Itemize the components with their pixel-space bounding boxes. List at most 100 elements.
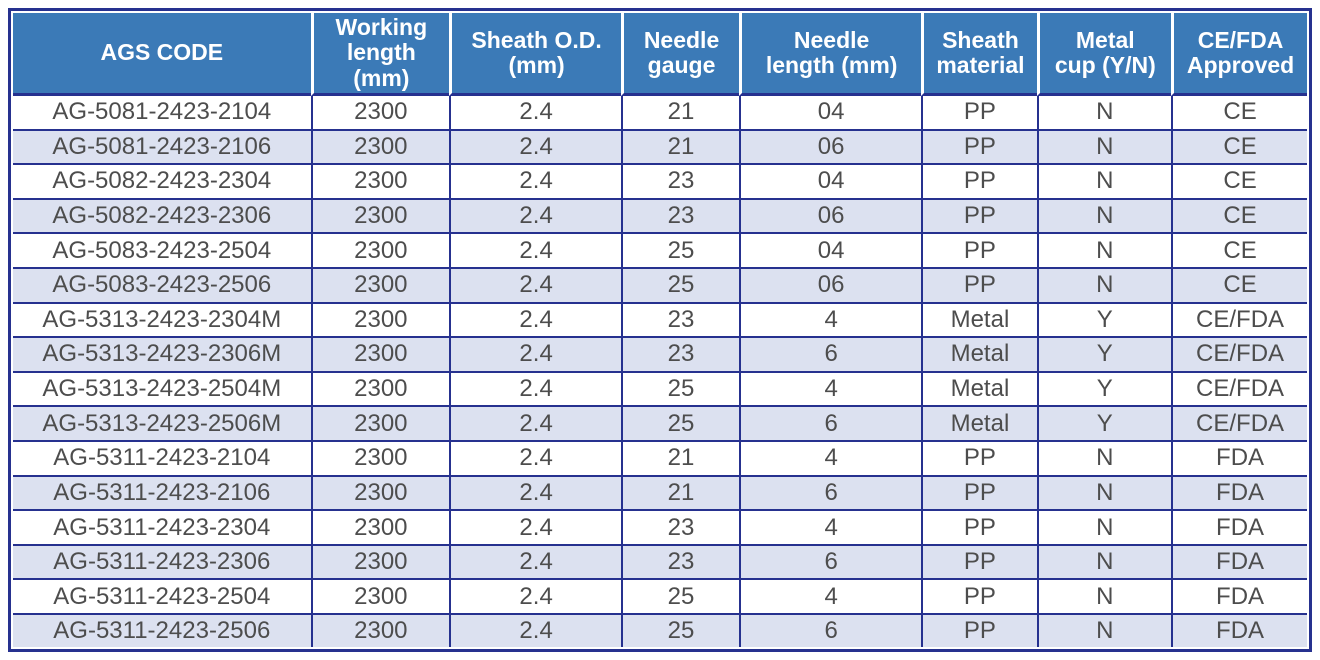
table-cell: 25 (621, 372, 739, 408)
table-cell: AG-5311-2423-2306 (13, 545, 311, 581)
table-cell: 25 (621, 580, 739, 616)
table-cell: 2300 (310, 407, 450, 442)
table-cell: Y (1036, 303, 1172, 339)
table-body: AG-5081-2423-2104 2300 2.4 21 04 PP N CE AG-5081… (13, 95, 1307, 647)
table-cell: Metal (921, 338, 1037, 373)
table-cell: 2.4 (449, 580, 622, 616)
table-cell: PP (921, 268, 1037, 304)
table-row: AG-5311-2423-2106 2300 2.4 21 6 PP N FDA (13, 476, 1307, 512)
table-cell: 2.4 (449, 130, 622, 166)
table-cell: CE/FDA (1171, 338, 1307, 373)
table-row: AG-5082-2423-2304 2300 2.4 23 04 PP N CE (13, 165, 1307, 200)
table-cell: 2300 (310, 268, 450, 304)
table-cell: AG-5313-2423-2304M (13, 303, 311, 339)
table-cell: FDA (1171, 441, 1307, 477)
table-cell: 2.4 (449, 441, 622, 477)
table-cell: CE (1171, 234, 1307, 269)
table-cell: 04 (738, 234, 922, 269)
table-cell: 2300 (310, 234, 450, 269)
table-cell: 25 (621, 268, 739, 304)
table-cell: N (1036, 268, 1172, 304)
table-cell: 4 (738, 580, 922, 616)
table-cell: 25 (621, 234, 739, 269)
table-cell: 2.4 (449, 303, 622, 339)
column-header-needle-gauge: Needle gauge (621, 13, 739, 96)
table-cell: 2300 (310, 303, 450, 339)
table-cell: 21 (621, 95, 739, 131)
table-row: AG-5081-2423-2104 2300 2.4 21 04 PP N CE (13, 95, 1307, 131)
column-header-working-length: Working length (mm) (310, 13, 450, 96)
table-cell: PP (921, 234, 1037, 269)
table-cell: 2300 (310, 615, 450, 647)
table-cell: AG-5083-2423-2504 (13, 234, 311, 269)
table-cell: CE (1171, 95, 1307, 131)
column-header-sheath-material: Sheath material (921, 13, 1037, 96)
table-cell: 04 (738, 165, 922, 200)
table-cell: 2300 (310, 441, 450, 477)
table-cell: N (1036, 130, 1172, 166)
table-cell: PP (921, 441, 1037, 477)
table-cell: PP (921, 580, 1037, 616)
table-cell: AG-5082-2423-2306 (13, 199, 311, 235)
table-cell: N (1036, 165, 1172, 200)
table-cell: Y (1036, 372, 1172, 408)
table-cell: PP (921, 165, 1037, 200)
table-cell: PP (921, 615, 1037, 647)
table-row: AG-5083-2423-2504 2300 2.4 25 04 PP N CE (13, 234, 1307, 269)
table-cell: 6 (738, 338, 922, 373)
table-cell: 2.4 (449, 199, 622, 235)
table-cell: 06 (738, 268, 922, 304)
table-cell: 2300 (310, 338, 450, 373)
table-cell: Metal (921, 303, 1037, 339)
table-cell: Y (1036, 407, 1172, 442)
table-cell: 4 (738, 511, 922, 546)
table-cell: 6 (738, 545, 922, 581)
table-cell: 23 (621, 545, 739, 581)
table-cell: AG-5083-2423-2506 (13, 268, 311, 304)
table-cell: N (1036, 476, 1172, 512)
table-cell: 2.4 (449, 545, 622, 581)
product-spec-table: AGS CODE Working length (mm) Sheath O.D.… (13, 13, 1307, 647)
table-cell: 2.4 (449, 234, 622, 269)
table-cell: PP (921, 545, 1037, 581)
table-cell: AG-5311-2423-2304 (13, 511, 311, 546)
table-cell: CE/FDA (1171, 303, 1307, 339)
table-cell: 2.4 (449, 268, 622, 304)
table-cell: 23 (621, 165, 739, 200)
table-cell: 23 (621, 338, 739, 373)
column-header-needle-length: Needle length (mm) (738, 13, 922, 96)
table-cell: 21 (621, 441, 739, 477)
table-cell: FDA (1171, 580, 1307, 616)
table-cell: 2300 (310, 511, 450, 546)
table-cell: 4 (738, 372, 922, 408)
table-cell: 2300 (310, 165, 450, 200)
spec-table-container: AGS CODE Working length (mm) Sheath O.D.… (8, 8, 1312, 652)
table-cell: Y (1036, 338, 1172, 373)
table-cell: 2300 (310, 130, 450, 166)
table-cell: 25 (621, 615, 739, 647)
table-cell: 2.4 (449, 165, 622, 200)
table-cell: AG-5082-2423-2304 (13, 165, 311, 200)
table-cell: 2300 (310, 545, 450, 581)
table-cell: PP (921, 511, 1037, 546)
table-cell: PP (921, 199, 1037, 235)
table-cell: AG-5313-2423-2506M (13, 407, 311, 442)
header-row: AGS CODE Working length (mm) Sheath O.D.… (13, 13, 1307, 96)
table-cell: 4 (738, 441, 922, 477)
table-cell: AG-5081-2423-2104 (13, 95, 311, 131)
table-cell: 2300 (310, 476, 450, 512)
table-cell: 4 (738, 303, 922, 339)
table-cell: N (1036, 234, 1172, 269)
table-cell: Metal (921, 407, 1037, 442)
table-cell: 6 (738, 407, 922, 442)
table-cell: 2.4 (449, 511, 622, 546)
table-cell: 2300 (310, 580, 450, 616)
table-cell: CE (1171, 199, 1307, 235)
table-row: AG-5311-2423-2104 2300 2.4 21 4 PP N FDA (13, 441, 1307, 477)
table-cell: 2.4 (449, 338, 622, 373)
table-cell: AG-5081-2423-2106 (13, 130, 311, 166)
table-cell: AG-5311-2423-2106 (13, 476, 311, 512)
table-cell: 23 (621, 199, 739, 235)
table-cell: PP (921, 476, 1037, 512)
table-cell: 2.4 (449, 476, 622, 512)
